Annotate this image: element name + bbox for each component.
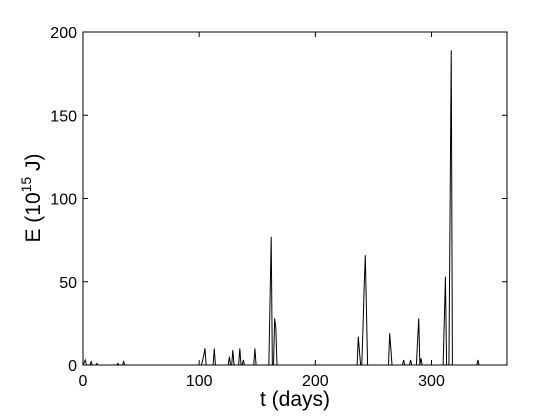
y-tick-label: 150 [50,108,77,125]
x-tick-label: 300 [418,373,445,390]
data-line [82,50,507,366]
y-tick-label: 0 [68,358,77,375]
x-axis-label: t (days) [260,388,330,411]
x-tick-label: 200 [302,373,329,390]
plot-box [82,31,508,366]
y-label-unit: J) [22,153,45,176]
y-tick-label: 50 [59,275,77,292]
y-tick-label: 100 [50,192,77,209]
x-tick-label: 0 [79,373,88,390]
x-tick-label: 100 [186,373,213,390]
y-tick-label: 200 [50,25,77,42]
y-label-exponent: 15 [18,177,34,193]
y-label-base: E (10 [22,192,45,242]
y-axis-label: E (1015 J) [18,153,45,242]
